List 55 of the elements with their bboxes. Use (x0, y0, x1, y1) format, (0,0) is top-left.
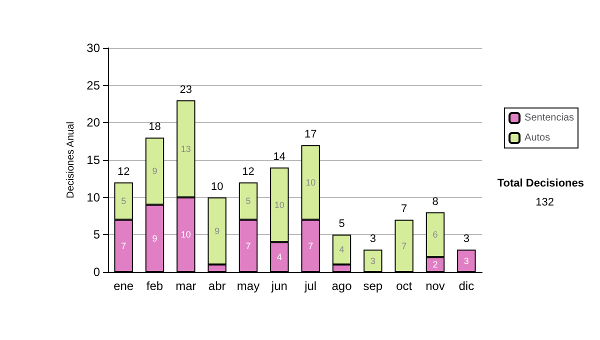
total-label: 23 (180, 84, 192, 96)
data-label: 7 (308, 240, 314, 251)
total-label: 18 (148, 121, 161, 134)
text: Total Decisiones (497, 178, 584, 190)
data-label: 10 (306, 177, 316, 188)
x-tick-label: mar (176, 279, 196, 293)
data-label: 5 (121, 196, 126, 206)
y-tick-label: 5 (93, 228, 100, 242)
data-label: 13 (180, 144, 191, 154)
y-tick-label: 15 (86, 153, 100, 167)
legend-label: Autos (524, 132, 550, 144)
data-label: 7 (402, 240, 407, 251)
x-tick-label: oct (396, 279, 413, 293)
x-tick-label: ene (114, 279, 134, 293)
total-label: 3 (463, 233, 470, 246)
y-tick-label: 10 (86, 190, 100, 204)
data-label: 4 (276, 252, 282, 262)
x-tick-label: jun (270, 279, 288, 293)
x-tick-label: dic (458, 279, 474, 293)
total-label: 14 (273, 150, 286, 163)
y-tick-label: 20 (86, 116, 100, 130)
x-tick-label: nov (426, 279, 445, 293)
data-label: 4 (339, 244, 344, 255)
total-label: 5 (338, 218, 345, 230)
data-label: 9 (152, 166, 158, 176)
total-label: 8 (432, 196, 438, 208)
y-axis-title: Decisiones Anual (65, 122, 76, 198)
data-label: 9 (152, 233, 158, 244)
x-tick-label: ago (332, 279, 352, 293)
total-label: 10 (210, 180, 224, 193)
x-tick-label: jul (304, 279, 317, 293)
total-label: 17 (304, 128, 317, 141)
y-tick-label: 30 (86, 41, 100, 55)
total-label: 3 (370, 233, 376, 246)
data-label: 3 (464, 256, 469, 266)
data-label: 2 (432, 260, 438, 270)
data-label: 5 (246, 196, 251, 206)
data-label: 3 (370, 256, 376, 266)
y-tick-label: 0 (93, 265, 100, 279)
total-label: 7 (401, 203, 408, 216)
data-label: 10 (180, 230, 191, 240)
x-tick-label: sep (363, 279, 383, 293)
x-tick-label: may (236, 279, 260, 293)
data-label: 10 (274, 200, 284, 210)
legend-label: Sentencias (524, 112, 574, 124)
data-label: 7 (246, 240, 251, 251)
data-label: 7 (121, 240, 126, 251)
data-label: 6 (432, 230, 438, 240)
total-label: 12 (242, 166, 254, 178)
total-label: 12 (117, 166, 130, 178)
x-tick-label: feb (146, 279, 164, 293)
y-tick-label: 25 (86, 78, 100, 92)
data-label: 9 (214, 226, 220, 236)
text: 132 (536, 196, 554, 208)
x-tick-label: abr (208, 279, 226, 293)
